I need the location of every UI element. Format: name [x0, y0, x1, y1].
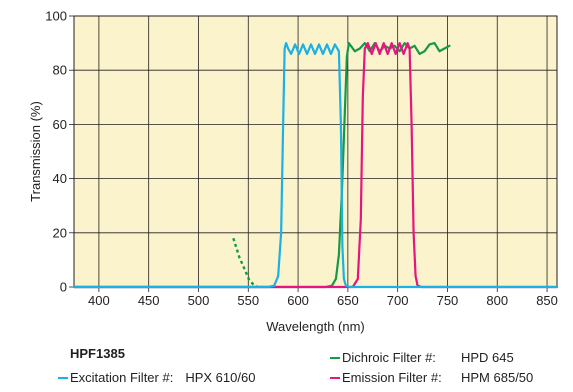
dichroic-swatch — [330, 356, 340, 359]
excitation-swatch — [58, 376, 68, 379]
dichroic-label: Dichroic Filter #: — [342, 350, 436, 365]
dichroic-value: HPD 645 — [461, 350, 514, 365]
excitation-value: HPX 610/60 — [185, 370, 256, 385]
y-tick-label: 20 — [53, 225, 67, 240]
y-tick-label: 60 — [53, 117, 67, 132]
y-tick-label: 80 — [53, 63, 67, 78]
x-axis-label: Wavelength (nm) — [266, 319, 365, 334]
transmission-chart: 0 20 40 60 80 100 400 450 500 550 600 650 700 750 800 8… — [28, 9, 559, 334]
legend-emission: Emission Filter #: HPM 685/50 — [330, 370, 533, 385]
y-tick-label: 0 — [60, 280, 67, 295]
x-tick-label: 400 — [88, 293, 110, 308]
excitation-label: Excitation Filter #: — [70, 370, 174, 385]
x-tick-label: 450 — [138, 293, 160, 308]
x-tick-label: 550 — [237, 293, 259, 308]
legend-excitation: Excitation Filter #: HPX 610/60 — [58, 370, 255, 385]
y-tick-label: 100 — [45, 9, 67, 24]
plot-background — [74, 16, 557, 287]
emission-value: HPM 685/50 — [461, 370, 534, 385]
emission-curve — [72, 42, 559, 289]
product-code: HPF1385 — [70, 346, 125, 361]
emission-label: Emission Filter #: — [342, 370, 442, 385]
x-tick-label: 850 — [536, 293, 558, 308]
x-tick-label: 500 — [188, 293, 210, 308]
legend-dichroic: Dichroic Filter #: HPD 645 — [330, 350, 514, 365]
emission-swatch — [330, 376, 340, 379]
x-tick-label: 750 — [437, 293, 459, 308]
x-tick-label: 650 — [337, 293, 359, 308]
y-axis-label: Transmission (%) — [28, 101, 43, 202]
x-tick-label: 600 — [287, 293, 309, 308]
y-tick-label: 40 — [53, 171, 67, 186]
x-tick-label: 700 — [387, 293, 409, 308]
excitation-curve — [72, 42, 559, 289]
x-tick-label: 800 — [486, 293, 508, 308]
